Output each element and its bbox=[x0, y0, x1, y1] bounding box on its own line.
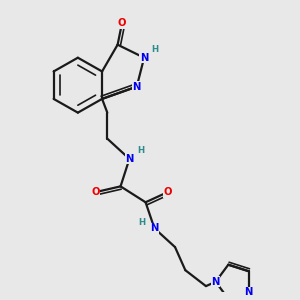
Text: N: N bbox=[133, 82, 141, 92]
Text: H: H bbox=[151, 45, 158, 54]
Text: O: O bbox=[164, 187, 172, 197]
Text: N: N bbox=[212, 277, 220, 287]
Text: N: N bbox=[140, 53, 148, 63]
Text: N: N bbox=[125, 154, 134, 164]
Text: H: H bbox=[137, 146, 144, 155]
Text: O: O bbox=[118, 18, 126, 28]
Text: N: N bbox=[150, 223, 159, 233]
Text: O: O bbox=[91, 187, 100, 197]
Text: N: N bbox=[244, 287, 253, 297]
Text: H: H bbox=[139, 218, 145, 227]
